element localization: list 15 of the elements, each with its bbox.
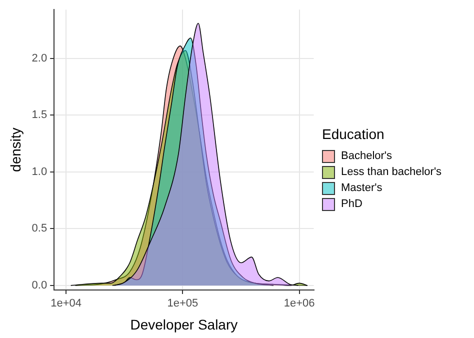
legend-title: Education [322, 126, 386, 142]
legend-label: PhD [341, 198, 362, 210]
y-tick-label: 2.0 [32, 52, 48, 64]
x-axis-title: Developer Salary [130, 316, 238, 332]
y-axis-title: density [7, 128, 24, 172]
y-tick-label: 1.5 [32, 109, 48, 122]
legend-label: Bachelor's [341, 150, 392, 162]
y-tick-label: 0.0 [32, 279, 48, 292]
x-tick-label: 1e+04 [50, 298, 82, 310]
y-tick-label: 1.0 [32, 166, 48, 178]
legend-label: Master's [341, 182, 382, 194]
x-tick-label: 1e+05 [167, 298, 198, 310]
y-tick-label: 0.5 [32, 222, 48, 235]
x-tick-label: 1e+06 [284, 298, 315, 310]
legend-label: Less than bachelor's [341, 166, 442, 178]
